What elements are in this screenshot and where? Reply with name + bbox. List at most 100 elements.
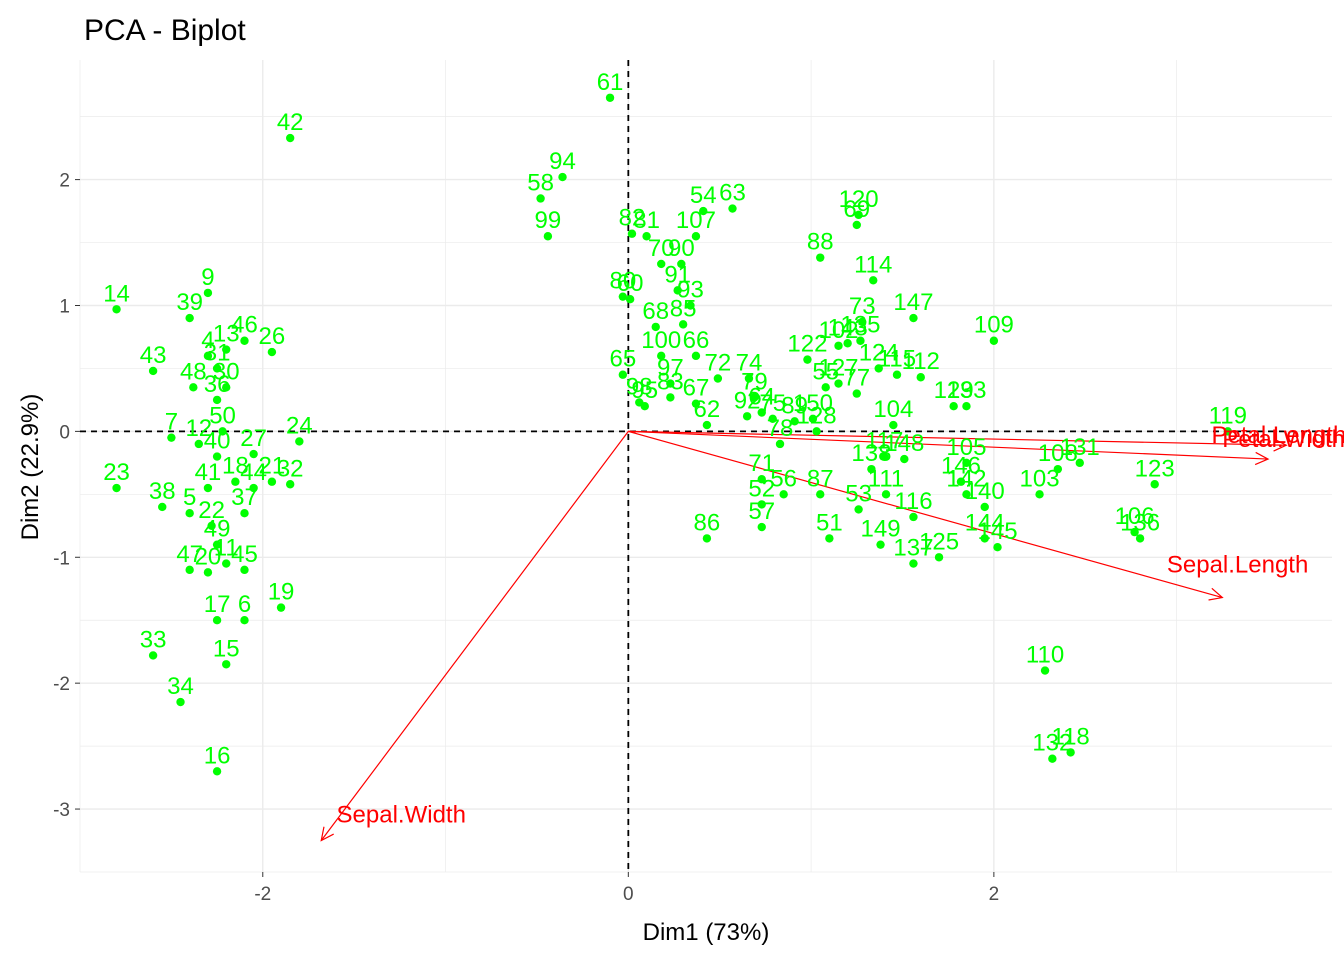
- point-label: 120: [839, 186, 879, 213]
- point-label: 123: [1135, 455, 1175, 482]
- point-label: 77: [843, 365, 870, 392]
- data-point: [627, 229, 637, 238]
- variable-arrow: [320, 431, 629, 841]
- point-label: 36: [204, 371, 231, 398]
- point-label: 74: [736, 350, 763, 377]
- point-label: 42: [277, 109, 304, 136]
- data-point: [980, 502, 989, 512]
- point-label: 57: [748, 498, 775, 525]
- data-point: [231, 477, 240, 486]
- variable-arrow-head: [1254, 451, 1270, 466]
- data-point: [757, 475, 766, 484]
- data-point: [212, 395, 222, 405]
- point-label: 106: [1115, 503, 1155, 530]
- point-label: 9: [201, 264, 214, 291]
- point-label: 105: [946, 434, 986, 461]
- point-label: 71: [748, 450, 775, 477]
- point-label: 34: [167, 673, 194, 700]
- data-point: [1135, 534, 1145, 543]
- point-label: 110: [1026, 642, 1064, 669]
- point-label: 104: [873, 396, 913, 423]
- point-label: 7: [165, 409, 178, 436]
- data-point: [916, 373, 925, 382]
- data-point: [949, 402, 958, 411]
- point-label: 60: [617, 270, 644, 297]
- x-tick-label: -2: [254, 884, 271, 905]
- data-point: [1075, 458, 1084, 468]
- y-tick-label: -1: [53, 548, 70, 569]
- data-point: [980, 534, 989, 543]
- point-label: 22: [198, 497, 225, 524]
- point-label: 82: [619, 205, 646, 232]
- variable-arrows: [320, 430, 1288, 842]
- point-label: 39: [176, 289, 203, 316]
- variable-arrow-head: [1208, 587, 1224, 601]
- data-point: [536, 194, 545, 203]
- data-point: [881, 490, 891, 499]
- data-point: [744, 374, 754, 383]
- data-point: [605, 93, 615, 102]
- data-point: [677, 259, 686, 269]
- data-point: [185, 509, 194, 518]
- point-label: 127: [818, 355, 858, 382]
- point-label: 102: [818, 317, 858, 344]
- data-point: [812, 427, 821, 436]
- point-label: 108: [1038, 440, 1078, 467]
- data-point: [852, 220, 861, 230]
- data-point: [212, 364, 222, 373]
- point-label: 68: [642, 298, 669, 325]
- point-label: 92: [734, 387, 761, 414]
- point-label: 117: [865, 428, 903, 455]
- data-point: [625, 294, 635, 304]
- data-point: [867, 464, 876, 474]
- data-point: [775, 439, 785, 449]
- data-point: [212, 616, 222, 625]
- x-tick-label: 0: [623, 884, 634, 905]
- point-label: 138: [851, 440, 891, 467]
- point-label: 32: [277, 455, 304, 482]
- point-label: 149: [861, 516, 901, 543]
- data-point: [1040, 666, 1050, 675]
- data-point: [240, 616, 249, 625]
- point-label: 19: [268, 579, 295, 606]
- point-label: 50: [209, 402, 236, 429]
- data-point: [816, 490, 825, 499]
- data-point: [194, 439, 204, 449]
- point-label: 114: [854, 251, 892, 278]
- point-label: 99: [535, 207, 562, 234]
- point-label: 98: [626, 373, 653, 400]
- data-point: [816, 253, 825, 262]
- data-point: [185, 313, 194, 323]
- point-label: 56: [770, 465, 797, 492]
- point-label: 43: [140, 342, 167, 369]
- y-axis-ticks: -3 -2 -1 0 1 2: [53, 171, 80, 821]
- point-label: 124: [859, 339, 899, 366]
- point-label: 97: [657, 355, 684, 382]
- reference-lines: [80, 60, 1332, 872]
- point-label: 87: [807, 465, 834, 492]
- point-label: 145: [978, 518, 1018, 545]
- data-point: [934, 553, 944, 562]
- data-point: [962, 490, 971, 499]
- data-point: [843, 339, 852, 348]
- data-point: [203, 483, 213, 493]
- data-point: [821, 383, 830, 392]
- data-point: [909, 512, 918, 522]
- data-point: [854, 505, 863, 514]
- point-label: 95: [631, 377, 658, 404]
- data-point: [148, 651, 158, 660]
- point-label: 91: [664, 261, 691, 288]
- data-point: [876, 540, 885, 549]
- data-point: [856, 336, 865, 345]
- data-point: [642, 232, 651, 241]
- data-point: [657, 351, 666, 361]
- data-point: [989, 336, 999, 345]
- point-label: 89: [781, 392, 808, 419]
- data-point: [962, 402, 971, 411]
- data-point: [222, 345, 231, 354]
- point-label: 12: [185, 415, 212, 442]
- point-label: 147: [893, 289, 933, 316]
- point-label: 40: [204, 428, 231, 455]
- point-label: 94: [549, 148, 576, 175]
- data-point: [240, 336, 249, 345]
